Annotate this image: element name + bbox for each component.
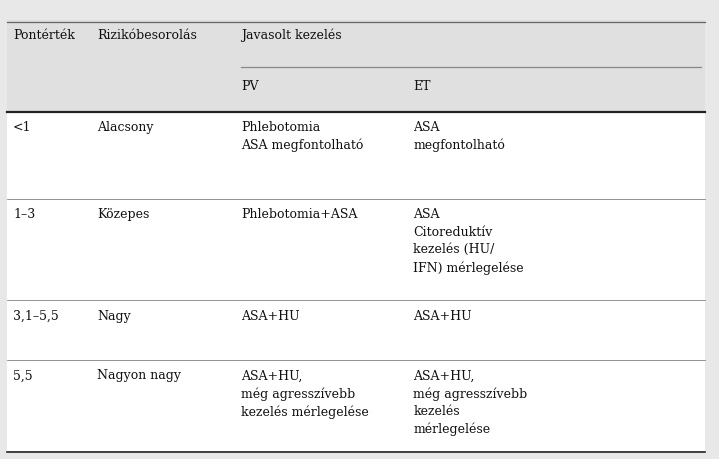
Text: PV: PV [241,79,258,92]
Text: ET: ET [413,79,431,92]
Text: ASA
megfontolható: ASA megfontolható [413,121,505,152]
Text: Phlebotomia+ASA: Phlebotomia+ASA [241,208,357,221]
Bar [7,112,705,200]
Text: ASA+HU,
még agresszívebb
kezelés mérlegelése: ASA+HU, még agresszívebb kezelés mérlege… [241,369,369,418]
Text: Közepes: Közepes [97,208,150,221]
Text: Rizikóbesorolás: Rizikóbesorolás [97,29,197,42]
Bar [7,301,705,360]
Bar [7,21,705,71]
Bar [7,71,705,112]
Bar [7,200,705,301]
Text: Alacsony: Alacsony [97,121,154,134]
Text: ASA+HU: ASA+HU [241,309,300,322]
Bar [7,360,705,451]
Text: Javasolt kezelés: Javasolt kezelés [241,29,342,42]
Text: <1: <1 [13,121,32,134]
Text: ASA
Citoreduktív
kezelés (HU/
IFN) mérlegelése: ASA Citoreduktív kezelés (HU/ IFN) mérle… [413,208,524,274]
Text: Phlebotomia
ASA megfontolható: Phlebotomia ASA megfontolható [241,121,363,152]
Text: ASA+HU: ASA+HU [413,309,472,322]
Text: 3,1–5,5: 3,1–5,5 [13,309,59,322]
Text: 1–3: 1–3 [13,208,35,221]
Text: Pontérték: Pontérték [13,29,75,42]
Text: Nagy: Nagy [97,309,131,322]
Text: 5,5: 5,5 [13,369,32,381]
Text: Nagyon nagy: Nagyon nagy [97,369,181,381]
Text: ASA+HU,
még agresszívebb
kezelés
mérlegelése: ASA+HU, még agresszívebb kezelés mérlege… [413,369,528,436]
